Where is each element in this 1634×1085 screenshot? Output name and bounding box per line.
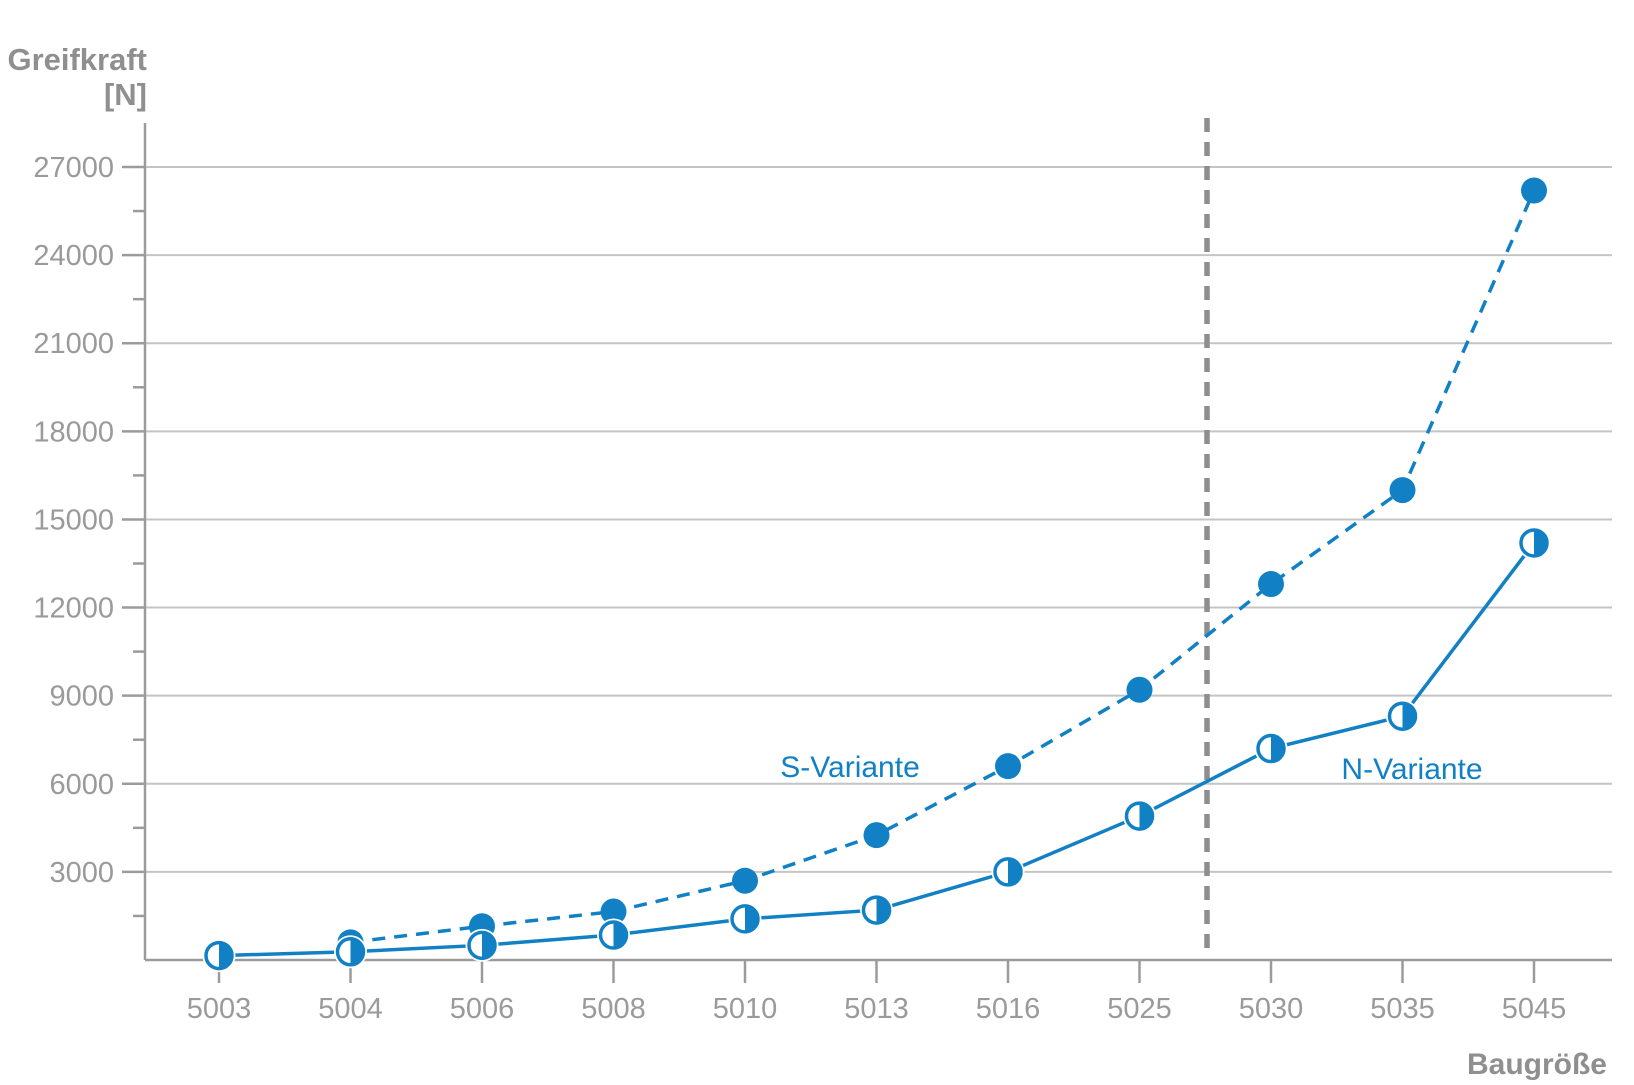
marker-filled-5025 [1126,676,1153,703]
x-tick-label-5016: 5016 [976,993,1041,1025]
series-label-n-variante: N-Variante [1341,753,1483,786]
y-tick-label-15000: 15000 [33,504,114,536]
y-tick-label-3000: 3000 [49,857,114,889]
marker-half-fill-5030 [1271,735,1284,762]
marker-half-fill-5016 [1008,858,1022,885]
marker-filled-5016 [995,753,1021,780]
marker-half-fill-5004 [350,938,364,965]
x-tick-label-5006: 5006 [450,993,515,1025]
x-tick-label-5013: 5013 [844,993,909,1025]
marker-filled-5045 [1521,177,1547,204]
y-tick-label-9000: 9000 [49,681,114,713]
x-tick-label-5004: 5004 [318,993,383,1025]
marker-half-fill-5025 [1139,803,1153,830]
y-axis-unit: [N] [103,77,147,112]
marker-filled-5030 [1258,571,1284,598]
x-tick-label-5045: 5045 [1502,993,1567,1025]
marker-half-fill-5013 [876,897,890,924]
marker-half-fill-5010 [745,905,758,932]
x-axis-title: Baugröße [1466,1048,1607,1081]
series-label-s-variante: S-Variante [780,751,920,784]
y-tick-label-12000: 12000 [33,593,114,625]
marker-filled-5013 [863,822,890,849]
x-tick-label-5025: 5025 [1107,993,1172,1025]
y-tick-label-21000: 21000 [33,328,114,360]
marker-filled-5010 [732,867,758,894]
marker-filled-5008 [600,898,627,925]
y-tick-label-18000: 18000 [33,416,114,448]
marker-filled-5035 [1389,477,1416,504]
marker-half-fill-5035 [1402,703,1416,730]
y-axis-title: Greifkraft [N] [0,42,147,112]
y-tick-label-27000: 27000 [33,152,114,184]
marker-half-fill-5003 [219,942,233,969]
x-tick-label-5008: 5008 [581,993,646,1025]
x-tick-label-5010: 5010 [713,993,778,1025]
y-tick-label-24000: 24000 [33,240,114,272]
x-tick-label-5035: 5035 [1370,993,1435,1025]
marker-half-fill-5045 [1534,529,1548,556]
series-line-s-variante [350,189,1536,945]
x-tick-label-5030: 5030 [1239,993,1304,1025]
x-tick-label-5003: 5003 [187,993,252,1025]
y-axis-title-text: Greifkraft [7,42,147,77]
marker-half-fill-5008 [613,922,627,949]
y-tick-label-6000: 6000 [49,769,114,801]
marker-half-fill-5006 [482,932,495,959]
